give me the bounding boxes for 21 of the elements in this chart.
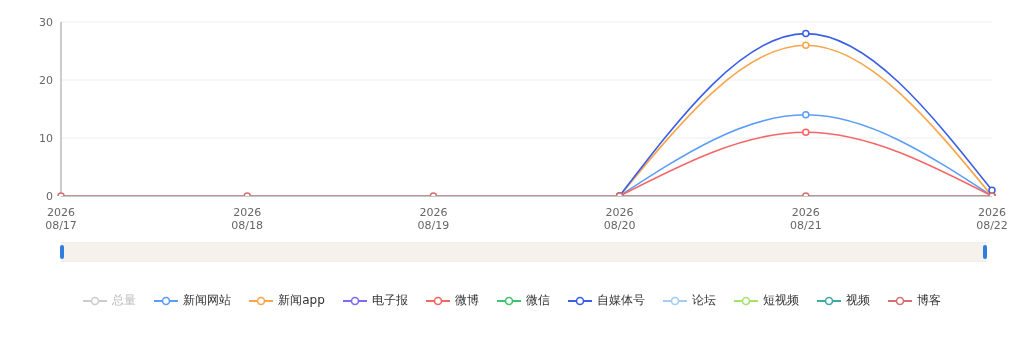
x-tick-label: 2026 08/18 (231, 206, 264, 232)
legend-label: 新闻网站 (182, 292, 232, 309)
legend-label: 总量 (111, 292, 137, 309)
legend-label: 自媒体号 (595, 292, 645, 309)
legend-label: 博客 (915, 292, 941, 309)
y-tick-label: 10 (39, 131, 53, 145)
legend-label: 电子报 (370, 292, 408, 309)
y-tick-label: 20 (39, 73, 53, 87)
y-tick-label: 30 (39, 15, 53, 29)
legend-label: 新闻app (277, 292, 325, 309)
x-tick-label: 2026 08/20 (603, 206, 636, 232)
legend-label: 微博 (453, 292, 479, 309)
y-tick-label: 0 (46, 189, 53, 203)
legend-label: 短视频 (761, 292, 799, 309)
x-tick-label: 2026 08/21 (789, 206, 822, 232)
legend-label: 微信 (524, 292, 550, 309)
x-tick-label: 2026 08/17 (45, 206, 77, 232)
legend-label: 视频 (844, 292, 870, 309)
legend-label: 论坛 (690, 292, 716, 309)
x-tick-label: 2026 08/22 (976, 206, 1008, 232)
x-tick-label: 2026 08/19 (417, 206, 450, 232)
